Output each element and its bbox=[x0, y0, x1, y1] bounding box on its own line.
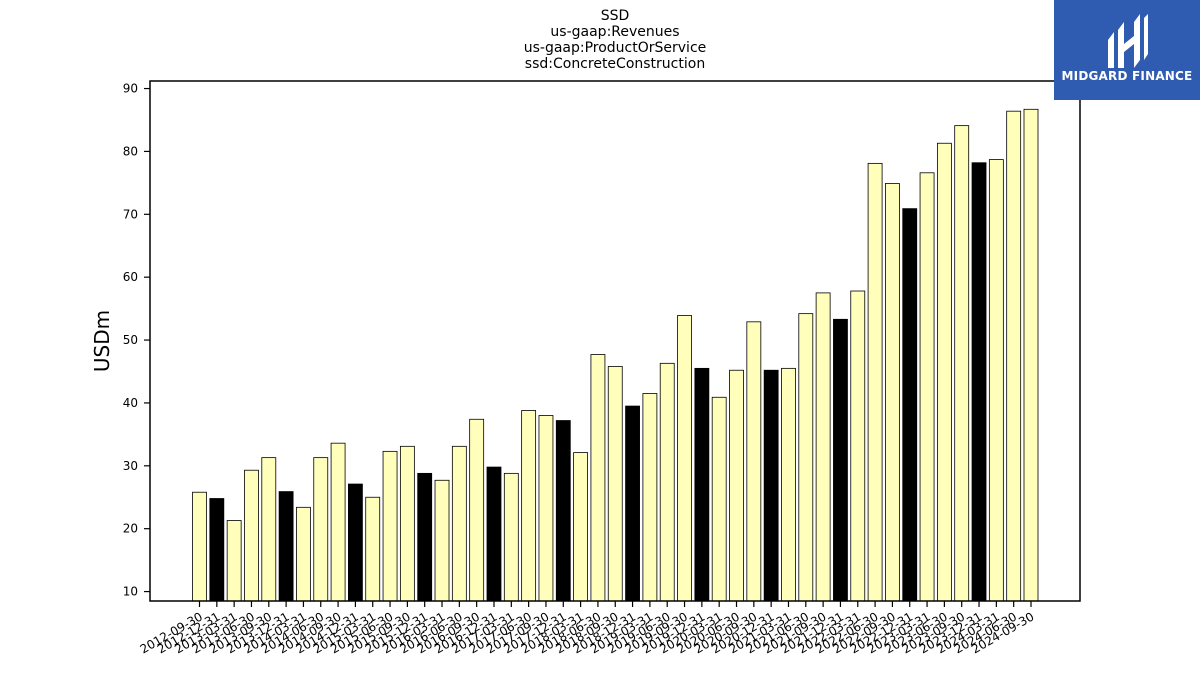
bar bbox=[625, 405, 640, 602]
bar bbox=[399, 445, 415, 602]
y-tick-label: 10 bbox=[123, 585, 138, 599]
y-tick-label: 40 bbox=[123, 396, 138, 410]
bar bbox=[469, 418, 485, 602]
bar bbox=[919, 172, 935, 602]
midgard-logo-icon bbox=[1108, 14, 1148, 68]
bar bbox=[365, 496, 381, 602]
bar bbox=[296, 506, 311, 602]
bar bbox=[434, 479, 450, 602]
y-tick-label: 80 bbox=[123, 144, 138, 158]
bar bbox=[226, 520, 242, 602]
title-line: ssd:ConcreteConstruction bbox=[525, 56, 705, 72]
bar bbox=[867, 162, 883, 602]
bar bbox=[417, 472, 433, 602]
y-tick-label: 20 bbox=[123, 522, 138, 536]
y-tick-label: 30 bbox=[123, 459, 138, 473]
bar bbox=[746, 321, 762, 602]
bar bbox=[694, 367, 710, 602]
plot-frame bbox=[149, 80, 1081, 602]
chart-title: SSDus-gaap:Revenuesus-gaap:ProductOrServ… bbox=[524, 8, 707, 72]
bar bbox=[798, 313, 814, 602]
bar bbox=[382, 450, 398, 602]
bar bbox=[538, 415, 554, 602]
bar bbox=[729, 369, 744, 602]
bar bbox=[815, 292, 831, 602]
y-tick-label: 90 bbox=[123, 82, 138, 96]
bar bbox=[954, 125, 970, 602]
title-line: us-gaap:ProductOrService bbox=[524, 40, 707, 56]
bar bbox=[261, 457, 277, 602]
bar bbox=[209, 498, 225, 602]
bar bbox=[607, 366, 623, 602]
bar bbox=[988, 159, 1004, 602]
bar bbox=[763, 369, 779, 602]
logo-text: MIDGARD FINANCE bbox=[1061, 69, 1193, 83]
bar bbox=[590, 354, 606, 602]
bar bbox=[244, 469, 259, 602]
bar bbox=[781, 367, 796, 602]
bar bbox=[850, 290, 866, 602]
x-axis: 2012-09-302012-12-312013-03-312013-06-30… bbox=[138, 601, 1037, 656]
y-tick-label: 70 bbox=[123, 207, 138, 221]
bar bbox=[659, 362, 675, 602]
bar bbox=[278, 491, 294, 602]
bar bbox=[521, 410, 537, 602]
bar bbox=[451, 445, 467, 602]
bar bbox=[677, 315, 692, 602]
bar bbox=[936, 142, 952, 602]
y-axis-label: USDm bbox=[90, 310, 114, 372]
bar bbox=[573, 452, 589, 602]
bar bbox=[348, 483, 363, 602]
title-line: SSD bbox=[601, 8, 630, 24]
y-tick-label: 60 bbox=[123, 270, 138, 284]
y-axis: 10 20 30 40 50 60 70 80 90 bbox=[123, 82, 150, 599]
bar bbox=[486, 466, 502, 602]
bar bbox=[885, 183, 900, 602]
bar bbox=[503, 472, 519, 602]
bar bbox=[555, 420, 571, 602]
midgard-finance-logo: MIDGARD FINANCE bbox=[1054, 0, 1200, 100]
bar bbox=[971, 162, 987, 602]
bar bbox=[902, 208, 918, 602]
bar bbox=[833, 318, 848, 602]
bar bbox=[1006, 110, 1022, 602]
y-tick-label: 50 bbox=[123, 333, 138, 347]
bar bbox=[313, 457, 329, 602]
title-line: us-gaap:Revenues bbox=[550, 24, 679, 40]
bar bbox=[330, 442, 346, 602]
bar-series bbox=[192, 108, 1039, 602]
bar bbox=[192, 491, 207, 602]
bar bbox=[1023, 108, 1039, 602]
bar bbox=[711, 396, 727, 602]
bar bbox=[642, 393, 658, 602]
